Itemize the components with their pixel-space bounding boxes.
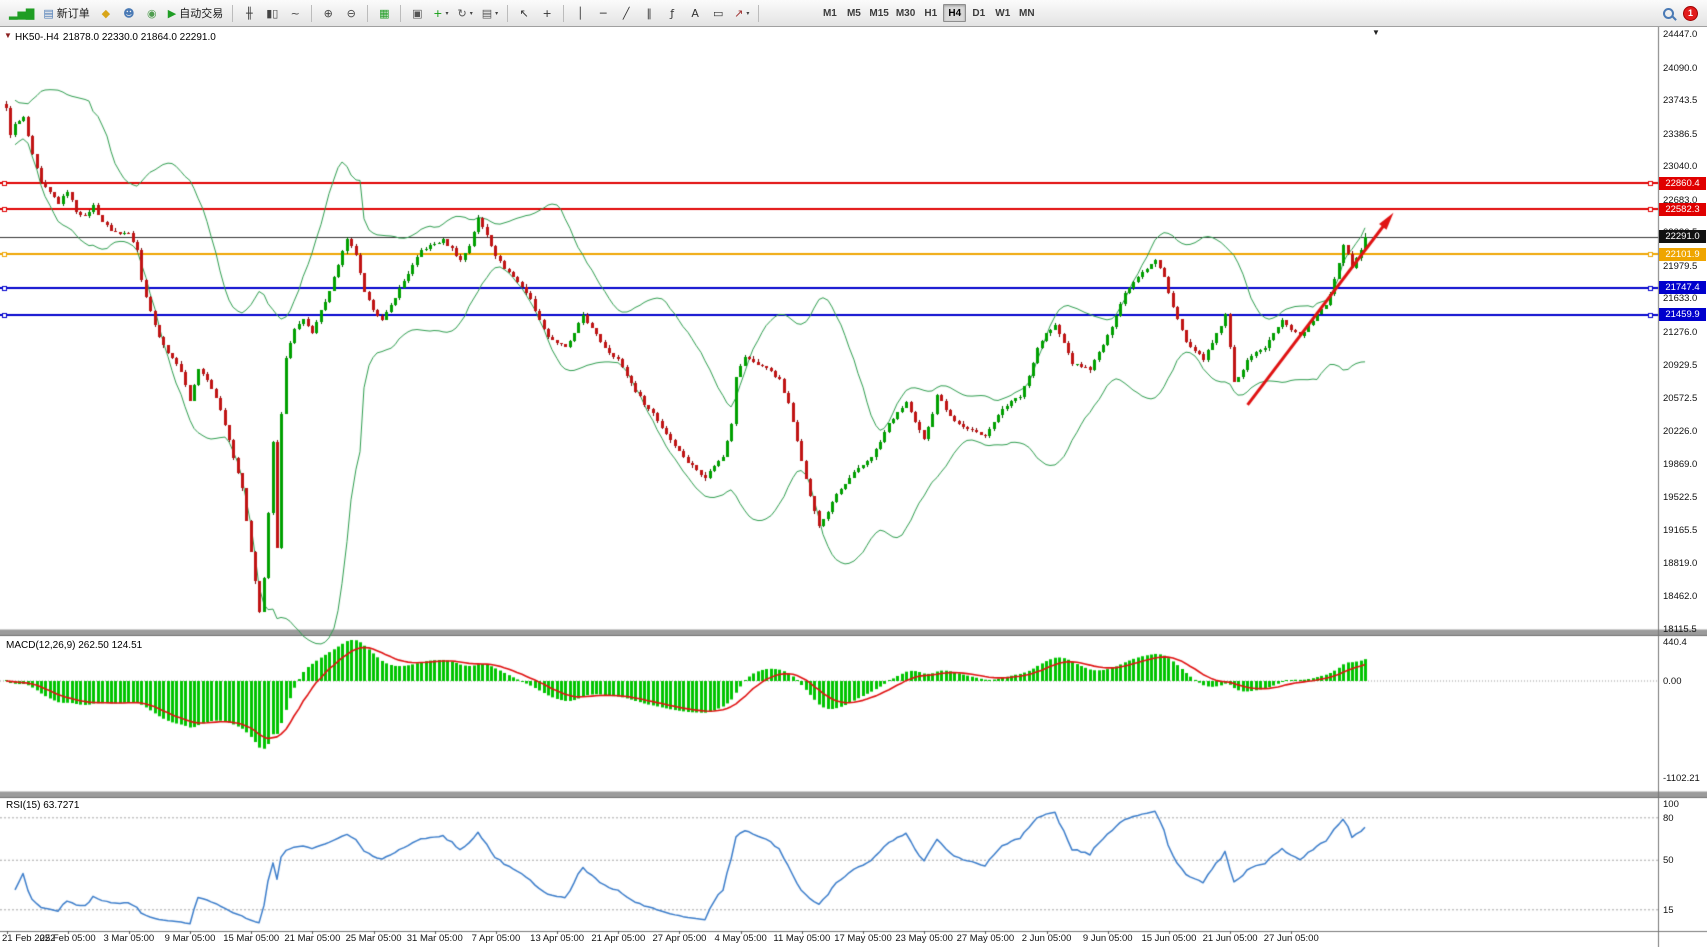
arrows-icon[interactable]: ↗ ▾ xyxy=(730,3,753,24)
candlestick-chart-icon[interactable]: ▮▯ xyxy=(261,3,283,24)
periods-icon[interactable]: ↻ ▾ xyxy=(454,3,477,24)
horizontal-line-icon[interactable]: ─ xyxy=(592,3,614,24)
timeframe-m1-button[interactable]: M1 xyxy=(822,7,837,19)
text-icon[interactable]: A xyxy=(684,3,706,24)
metaeditor-icon[interactable]: ◆ xyxy=(95,3,117,24)
navigator-icon[interactable]: ☻ xyxy=(118,3,140,24)
new-chart-glyph: ▂▅▇ xyxy=(9,6,35,20)
cursor-icon[interactable]: ↖ xyxy=(513,3,535,24)
arrange-windows-icon[interactable]: ▣ xyxy=(406,3,428,24)
channel-glyph: ∥ xyxy=(646,6,652,20)
search-icon[interactable] xyxy=(1663,7,1674,19)
templates-icon[interactable]: ▤ ▾ xyxy=(478,3,502,24)
toolbar-separator xyxy=(563,4,565,22)
new-order-glyph: ▤ xyxy=(43,6,54,20)
toolbar-buttons: ▂▅▇ ▤ 新订单 ◆ ☻ ◉ ▶ 自动交易 ╫ ▮▯ ~ ⊕ ⊖ ▦ ▣ + ▾ ↻ ▾ ▤ ▾ ↖ + │ ─ ╱ ∥ ƒ A ▭ ↗ ▾… xyxy=(5,0,1038,26)
ohlc-bars-glyph: ╫ xyxy=(245,6,253,20)
cursor-glyph: ↖ xyxy=(519,6,529,20)
periods-glyph: ↻ xyxy=(457,6,467,20)
toolbar-separator xyxy=(758,4,760,22)
zoom-in-icon[interactable]: ⊕ xyxy=(317,3,339,24)
text-label-icon[interactable]: ▭ xyxy=(707,3,729,24)
fibonacci-icon[interactable]: ƒ xyxy=(661,3,683,24)
tile-windows-icon[interactable]: ▦ xyxy=(373,3,395,24)
timeframe-w1-button[interactable]: W1 xyxy=(995,7,1011,19)
arrows-glyph: ↗ xyxy=(734,6,744,20)
metaeditor-glyph: ◆ xyxy=(101,6,111,20)
vertical-line-glyph: │ xyxy=(576,6,584,20)
timeframe-m15-button[interactable]: M15 xyxy=(869,7,889,19)
crosshair-icon[interactable]: + xyxy=(536,3,558,24)
indicators-caret-icon: ▾ xyxy=(445,10,449,17)
channel-icon[interactable]: ∥ xyxy=(638,3,660,24)
candlestick-chart-glyph: ▮▯ xyxy=(266,6,279,20)
new-order-button[interactable]: ▤ 新订单 xyxy=(39,3,93,24)
zoom-out-icon[interactable]: ⊖ xyxy=(340,3,362,24)
trendline-icon[interactable]: ╱ xyxy=(615,3,637,24)
timeframe-d1-button[interactable]: D1 xyxy=(972,7,986,19)
toolbar-separator xyxy=(311,4,313,22)
toolbar-right-group: 1 xyxy=(1663,5,1702,21)
timeframe-m30-button[interactable]: M30 xyxy=(895,7,916,19)
notification-badge[interactable]: 1 xyxy=(1683,5,1698,21)
new-chart-icon[interactable]: ▂▅▇ xyxy=(5,3,38,24)
templates-glyph: ▤ xyxy=(481,6,493,20)
ohlc-bars-icon[interactable]: ╫ xyxy=(238,3,260,24)
zoom-in-glyph: ⊕ xyxy=(323,6,333,20)
timeframe-group: M1 M5 M15 M30 H1 H4 D1 W1 MN xyxy=(818,4,1038,22)
main-toolbar: ▂▅▇ ▤ 新订单 ◆ ☻ ◉ ▶ 自动交易 ╫ ▮▯ ~ ⊕ ⊖ ▦ ▣ + ▾ ↻ ▾ ▤ ▾ ↖ + │ ─ ╱ ∥ ƒ A ▭ ↗ ▾… xyxy=(0,0,1707,27)
autotrading-button[interactable]: ▶ 自动交易 xyxy=(164,3,227,24)
autotrading-label: 自动交易 xyxy=(179,8,224,20)
timeframe-m5-button[interactable]: M5 xyxy=(846,7,861,19)
horizontal-line-glyph: ─ xyxy=(599,6,607,20)
vertical-line-icon[interactable]: │ xyxy=(569,3,591,24)
autotrading-glyph: ▶ xyxy=(167,6,177,20)
tile-windows-glyph: ▦ xyxy=(379,6,390,20)
trendline-glyph: ╱ xyxy=(622,6,630,20)
arrange-windows-glyph: ▣ xyxy=(412,6,423,20)
indicators-icon[interactable]: + ▾ xyxy=(429,3,452,24)
text-glyph: A xyxy=(691,6,699,20)
timeframe-h4-button[interactable]: H4 xyxy=(943,4,967,22)
crosshair-glyph: + xyxy=(542,6,552,20)
chart-canvas[interactable] xyxy=(0,27,1707,947)
new-order-label: 新订单 xyxy=(56,8,90,20)
line-chart-glyph: ~ xyxy=(290,6,300,20)
zoom-out-glyph: ⊖ xyxy=(346,6,356,20)
periods-caret-icon: ▾ xyxy=(469,10,473,17)
fibonacci-glyph: ƒ xyxy=(670,6,675,20)
templates-caret-icon: ▾ xyxy=(495,10,499,17)
terminal-glyph: ◉ xyxy=(146,6,157,20)
chart-window: ▼ HK50-.H4 21878.0 22330.0 21864.0 22291.… xyxy=(0,27,1707,947)
timeframe-mn-button[interactable]: MN xyxy=(1019,7,1035,19)
timeframe-h1-button[interactable]: H1 xyxy=(924,7,938,19)
line-chart-icon[interactable]: ~ xyxy=(284,3,306,24)
arrows-caret-icon: ▾ xyxy=(746,10,750,17)
indicators-glyph: + xyxy=(433,6,443,20)
toolbar-separator xyxy=(400,4,402,22)
toolbar-separator xyxy=(507,4,509,22)
navigator-glyph: ☻ xyxy=(123,6,135,20)
text-label-glyph: ▭ xyxy=(712,6,724,20)
toolbar-separator xyxy=(367,4,369,22)
terminal-icon[interactable]: ◉ xyxy=(141,3,163,24)
toolbar-separator xyxy=(232,4,234,22)
